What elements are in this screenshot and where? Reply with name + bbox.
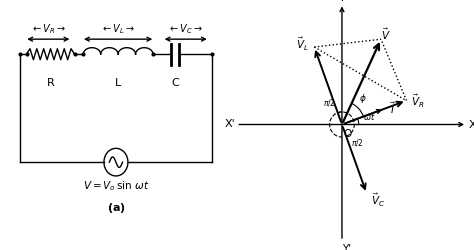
Text: $\omega t$: $\omega t$ [363, 111, 375, 122]
Text: $\leftarrow V_L\rightarrow$: $\leftarrow V_L\rightarrow$ [101, 22, 135, 36]
Text: Y: Y [338, 0, 346, 3]
Text: $\vec{V}_L$: $\vec{V}_L$ [295, 36, 309, 53]
Text: L: L [115, 78, 121, 88]
Text: $\vec{V}_C$: $\vec{V}_C$ [371, 190, 385, 208]
Text: $\vec{I}$: $\vec{I}$ [390, 100, 396, 116]
Text: $\pi/2$: $\pi/2$ [351, 136, 364, 147]
Text: $\leftarrow V_C\rightarrow$: $\leftarrow V_C\rightarrow$ [168, 22, 203, 36]
Text: $\pi/2$: $\pi/2$ [323, 97, 336, 108]
Text: $\mathbf{(a)}$: $\mathbf{(a)}$ [107, 200, 125, 214]
Text: $\vec{V}$: $\vec{V}$ [382, 26, 391, 42]
Text: X: X [468, 120, 474, 130]
Text: $\vec{V}_R$: $\vec{V}_R$ [411, 92, 425, 110]
Text: O: O [343, 128, 351, 138]
Text: R: R [46, 78, 55, 88]
Text: $\phi$: $\phi$ [359, 92, 366, 105]
Text: C: C [171, 78, 179, 88]
Text: Y': Y' [342, 243, 351, 250]
Text: X': X' [225, 118, 236, 128]
Text: $V = V_o\,\sin\,\omega t$: $V = V_o\,\sin\,\omega t$ [82, 178, 149, 192]
Text: $\leftarrow V_R\rightarrow$: $\leftarrow V_R\rightarrow$ [31, 22, 66, 36]
